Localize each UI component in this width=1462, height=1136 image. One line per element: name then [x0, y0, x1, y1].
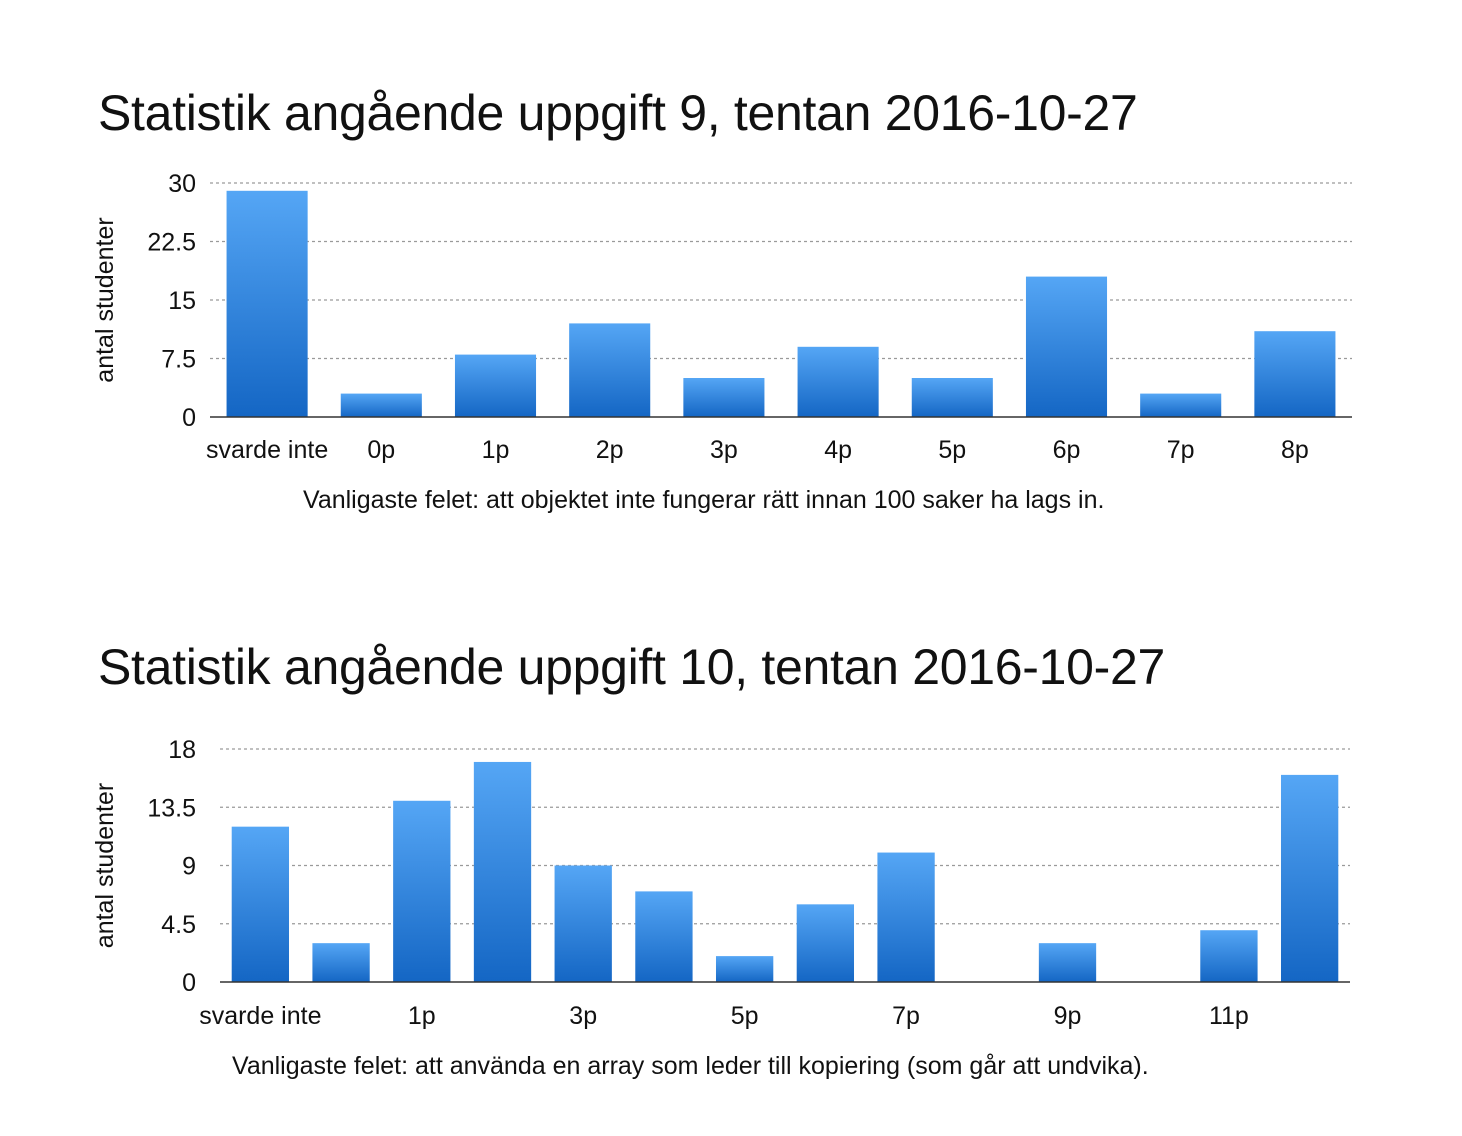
x-tick-label: 1p [482, 436, 510, 464]
x-tick-label: 1p [408, 1002, 436, 1030]
y-tick-label: 22.5 [147, 229, 196, 257]
y-axis-label: antal studenter [91, 217, 119, 382]
note-task-10: Vanligaste felet: att använda en array s… [232, 1052, 1149, 1080]
note-task-9: Vanligaste felet: att objektet inte fung… [303, 486, 1105, 514]
bar [797, 346, 879, 417]
bar [554, 865, 612, 982]
bar [569, 323, 651, 417]
bar [1280, 774, 1339, 982]
bar [635, 891, 693, 982]
bar [1025, 276, 1108, 417]
bar [454, 354, 537, 417]
y-tick-label: 4.5 [161, 911, 196, 939]
x-tick-label: 5p [731, 1002, 759, 1030]
y-tick-label: 18 [168, 736, 196, 764]
y-tick-label: 9 [182, 853, 196, 881]
x-tick-label: 8p [1281, 436, 1309, 464]
bar [1200, 930, 1258, 982]
bar [312, 943, 370, 982]
y-tick-label: 7.5 [161, 346, 196, 374]
x-tick-label: 7p [1167, 436, 1195, 464]
x-tick-label: 6p [1053, 436, 1081, 464]
bar [877, 852, 935, 982]
bar [226, 190, 308, 417]
chart-title-task-9: Statistik angående uppgift 9, tentan 201… [98, 85, 1138, 141]
y-axis-label: antal studenter [91, 783, 119, 948]
chart-title-task-10: Statistik angående uppgift 10, tentan 20… [98, 639, 1165, 695]
bar [683, 378, 765, 417]
bar [911, 378, 993, 417]
x-tick-label: 11p [1209, 1002, 1249, 1030]
x-tick-label: 5p [938, 436, 966, 464]
bar [1140, 393, 1222, 417]
y-tick-label: 30 [168, 170, 196, 198]
x-tick-label: 7p [892, 1002, 920, 1030]
y-tick-label: 0 [182, 969, 196, 997]
x-tick-label: svarde inte [206, 436, 328, 464]
y-tick-label: 15 [168, 287, 196, 315]
bar [473, 761, 532, 982]
x-tick-label: 9p [1054, 1002, 1082, 1030]
y-tick-label: 13.5 [147, 794, 196, 822]
y-tick-label: 0 [182, 404, 196, 432]
bar [1038, 943, 1097, 982]
x-tick-label: 3p [710, 436, 738, 464]
bar [796, 904, 855, 982]
x-tick-label: 3p [569, 1002, 597, 1030]
x-tick-label: 0p [367, 436, 395, 464]
x-tick-label: 4p [824, 436, 852, 464]
x-tick-label: 2p [596, 436, 624, 464]
bar [715, 956, 774, 982]
bar [1254, 331, 1336, 417]
x-tick-label: svarde inte [199, 1002, 321, 1030]
bar [340, 393, 422, 417]
bar [393, 800, 451, 982]
bar [231, 826, 290, 982]
